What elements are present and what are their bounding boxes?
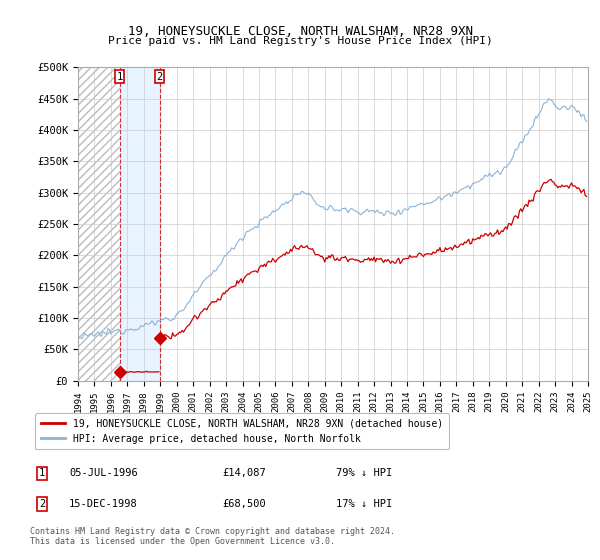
Text: 2: 2 xyxy=(157,72,163,82)
Legend: 19, HONEYSUCKLE CLOSE, NORTH WALSHAM, NR28 9XN (detached house), HPI: Average pr: 19, HONEYSUCKLE CLOSE, NORTH WALSHAM, NR… xyxy=(35,413,449,450)
Text: 19, HONEYSUCKLE CLOSE, NORTH WALSHAM, NR28 9XN: 19, HONEYSUCKLE CLOSE, NORTH WALSHAM, NR… xyxy=(128,25,473,38)
Text: £68,500: £68,500 xyxy=(222,499,266,509)
Text: 05-JUL-1996: 05-JUL-1996 xyxy=(69,468,138,478)
Text: Price paid vs. HM Land Registry's House Price Index (HPI): Price paid vs. HM Land Registry's House … xyxy=(107,36,493,46)
Text: £14,087: £14,087 xyxy=(222,468,266,478)
Text: 1: 1 xyxy=(39,468,45,478)
Text: 15-DEC-1998: 15-DEC-1998 xyxy=(69,499,138,509)
Text: 2: 2 xyxy=(39,499,45,509)
Text: Contains HM Land Registry data © Crown copyright and database right 2024.
This d: Contains HM Land Registry data © Crown c… xyxy=(30,526,395,546)
Text: 1: 1 xyxy=(116,72,123,82)
Text: 17% ↓ HPI: 17% ↓ HPI xyxy=(336,499,392,509)
Text: 79% ↓ HPI: 79% ↓ HPI xyxy=(336,468,392,478)
